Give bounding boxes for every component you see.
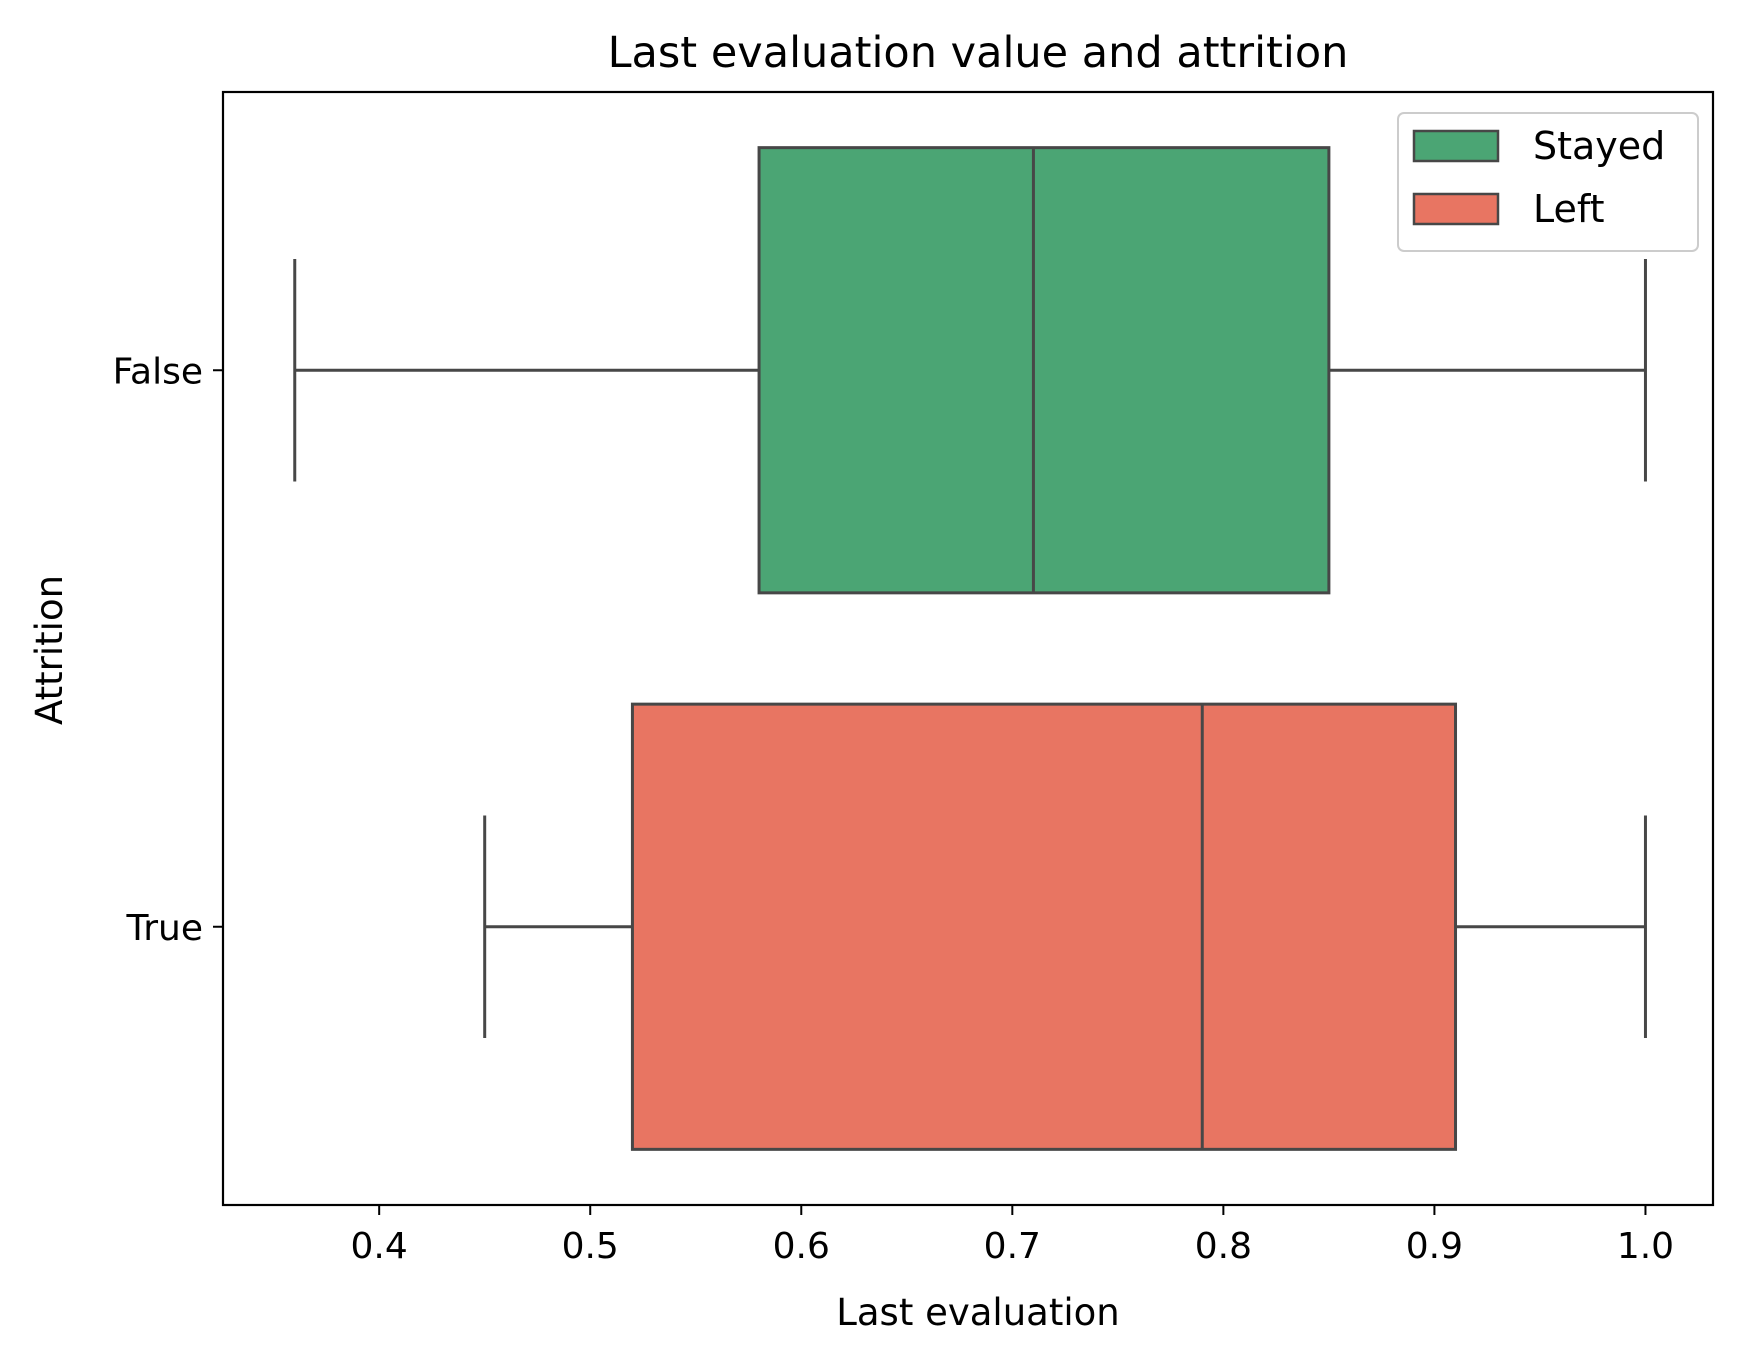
x-axis-label: Last evaluation — [836, 1291, 1119, 1334]
legend: Stayed Left — [1397, 112, 1699, 252]
box-group-stayed — [293, 146, 1647, 595]
box-iqr — [757, 146, 1331, 595]
legend-swatch-left — [1412, 192, 1500, 226]
x-tick-label: 0.7 — [984, 1226, 1041, 1267]
y-tick-label: True — [126, 908, 203, 949]
x-tick-label: 0.5 — [562, 1226, 619, 1267]
legend-swatch-stayed — [1412, 129, 1500, 163]
plot-frame — [221, 90, 1715, 1207]
y-axis-label: Attrition — [28, 575, 71, 725]
plot-area: 0.4 0.5 0.6 0.7 0.8 0.9 1.0 False True — [113, 90, 1715, 1267]
legend-label-stayed: Stayed — [1533, 124, 1665, 168]
x-tick-label: 0.8 — [1195, 1226, 1252, 1267]
x-tick-label: 1.0 — [1617, 1226, 1674, 1267]
chart-title: Last evaluation value and attrition — [608, 28, 1349, 78]
x-tick-label: 0.4 — [351, 1226, 408, 1267]
x-tick-label: 0.9 — [1406, 1226, 1463, 1267]
legend-label-left: Left — [1533, 187, 1605, 231]
y-tick-label: False — [113, 351, 203, 392]
x-tick-label: 0.6 — [773, 1226, 830, 1267]
box-iqr — [630, 702, 1458, 1151]
box-group-left — [483, 702, 1647, 1151]
